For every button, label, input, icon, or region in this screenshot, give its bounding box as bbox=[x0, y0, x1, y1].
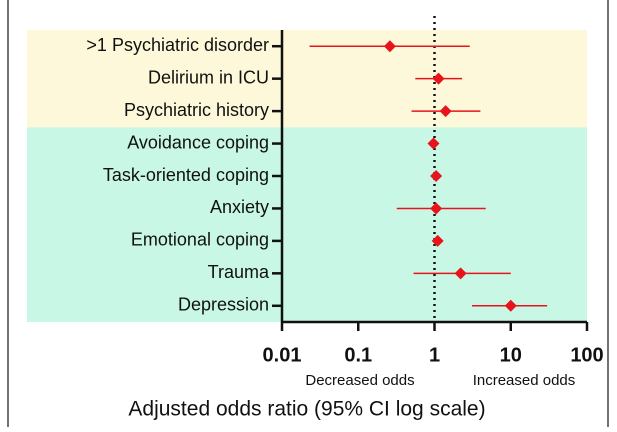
y-tick-label: Avoidance coping bbox=[127, 132, 269, 152]
x-axis-label: Adjusted odds ratio (95% CI log scale) bbox=[128, 398, 485, 421]
y-tick-label: Trauma bbox=[208, 262, 270, 282]
y-tick-label: Emotional coping bbox=[131, 230, 269, 250]
y-tick-label: >1 Psychiatric disorder bbox=[86, 35, 269, 55]
x-tick-label: 0.01 bbox=[263, 344, 302, 366]
x-tick-label: 100 bbox=[570, 344, 603, 366]
point-estimate bbox=[383, 40, 396, 53]
group-band bbox=[27, 30, 587, 128]
x-tick-label: 0.1 bbox=[344, 344, 372, 366]
point-estimate bbox=[439, 105, 452, 118]
point-estimate bbox=[430, 170, 443, 182]
point-estimate bbox=[432, 72, 445, 85]
x-tick-label: 1 bbox=[429, 344, 440, 366]
point-estimate bbox=[454, 267, 467, 280]
group-band bbox=[27, 127, 587, 322]
y-tick-label: Task-oriented coping bbox=[103, 165, 269, 185]
y-tick-label: Anxiety bbox=[210, 197, 269, 217]
point-estimate bbox=[430, 202, 443, 215]
annotation: Decreased odds bbox=[305, 372, 414, 389]
point-estimate bbox=[431, 234, 444, 247]
x-tick-label: 10 bbox=[500, 344, 522, 366]
y-tick-label: Delirium in ICU bbox=[148, 67, 269, 87]
point-estimate bbox=[427, 137, 440, 150]
y-tick-label: Psychiatric history bbox=[124, 100, 269, 120]
annotation: Increased odds bbox=[473, 372, 576, 389]
point-estimate bbox=[504, 299, 517, 312]
y-tick-label: Depression bbox=[178, 295, 269, 315]
